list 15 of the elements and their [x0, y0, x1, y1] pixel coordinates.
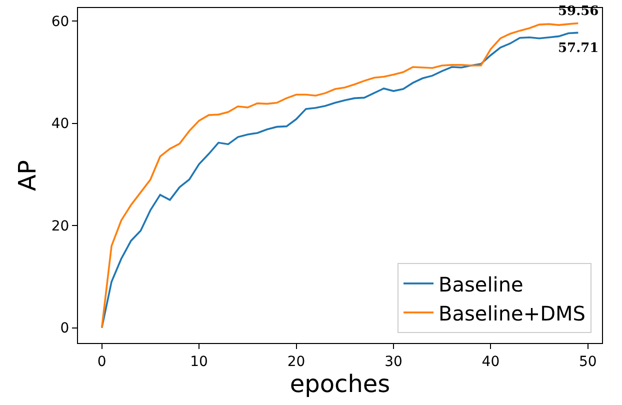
x-tick-label: 10 — [190, 354, 208, 370]
y-tick-label: 40 — [51, 116, 70, 132]
annotation: 57.71 — [558, 41, 599, 56]
y-tick-label: 20 — [51, 218, 70, 234]
legend-label: Baseline — [438, 272, 524, 296]
x-tick-label: 30 — [384, 354, 402, 370]
y-tick-label: 0 — [60, 320, 70, 337]
x-tick-label: 50 — [578, 354, 597, 370]
y-tick-label: 60 — [51, 14, 70, 30]
x-axis-title: epoches — [290, 370, 390, 398]
x-tick-label: 40 — [482, 354, 500, 370]
x-tick-label: 0 — [97, 354, 106, 370]
x-tick-label: 20 — [287, 354, 306, 370]
legend-label: Baseline+DMS — [438, 301, 586, 326]
y-axis-title: AP — [13, 160, 42, 191]
